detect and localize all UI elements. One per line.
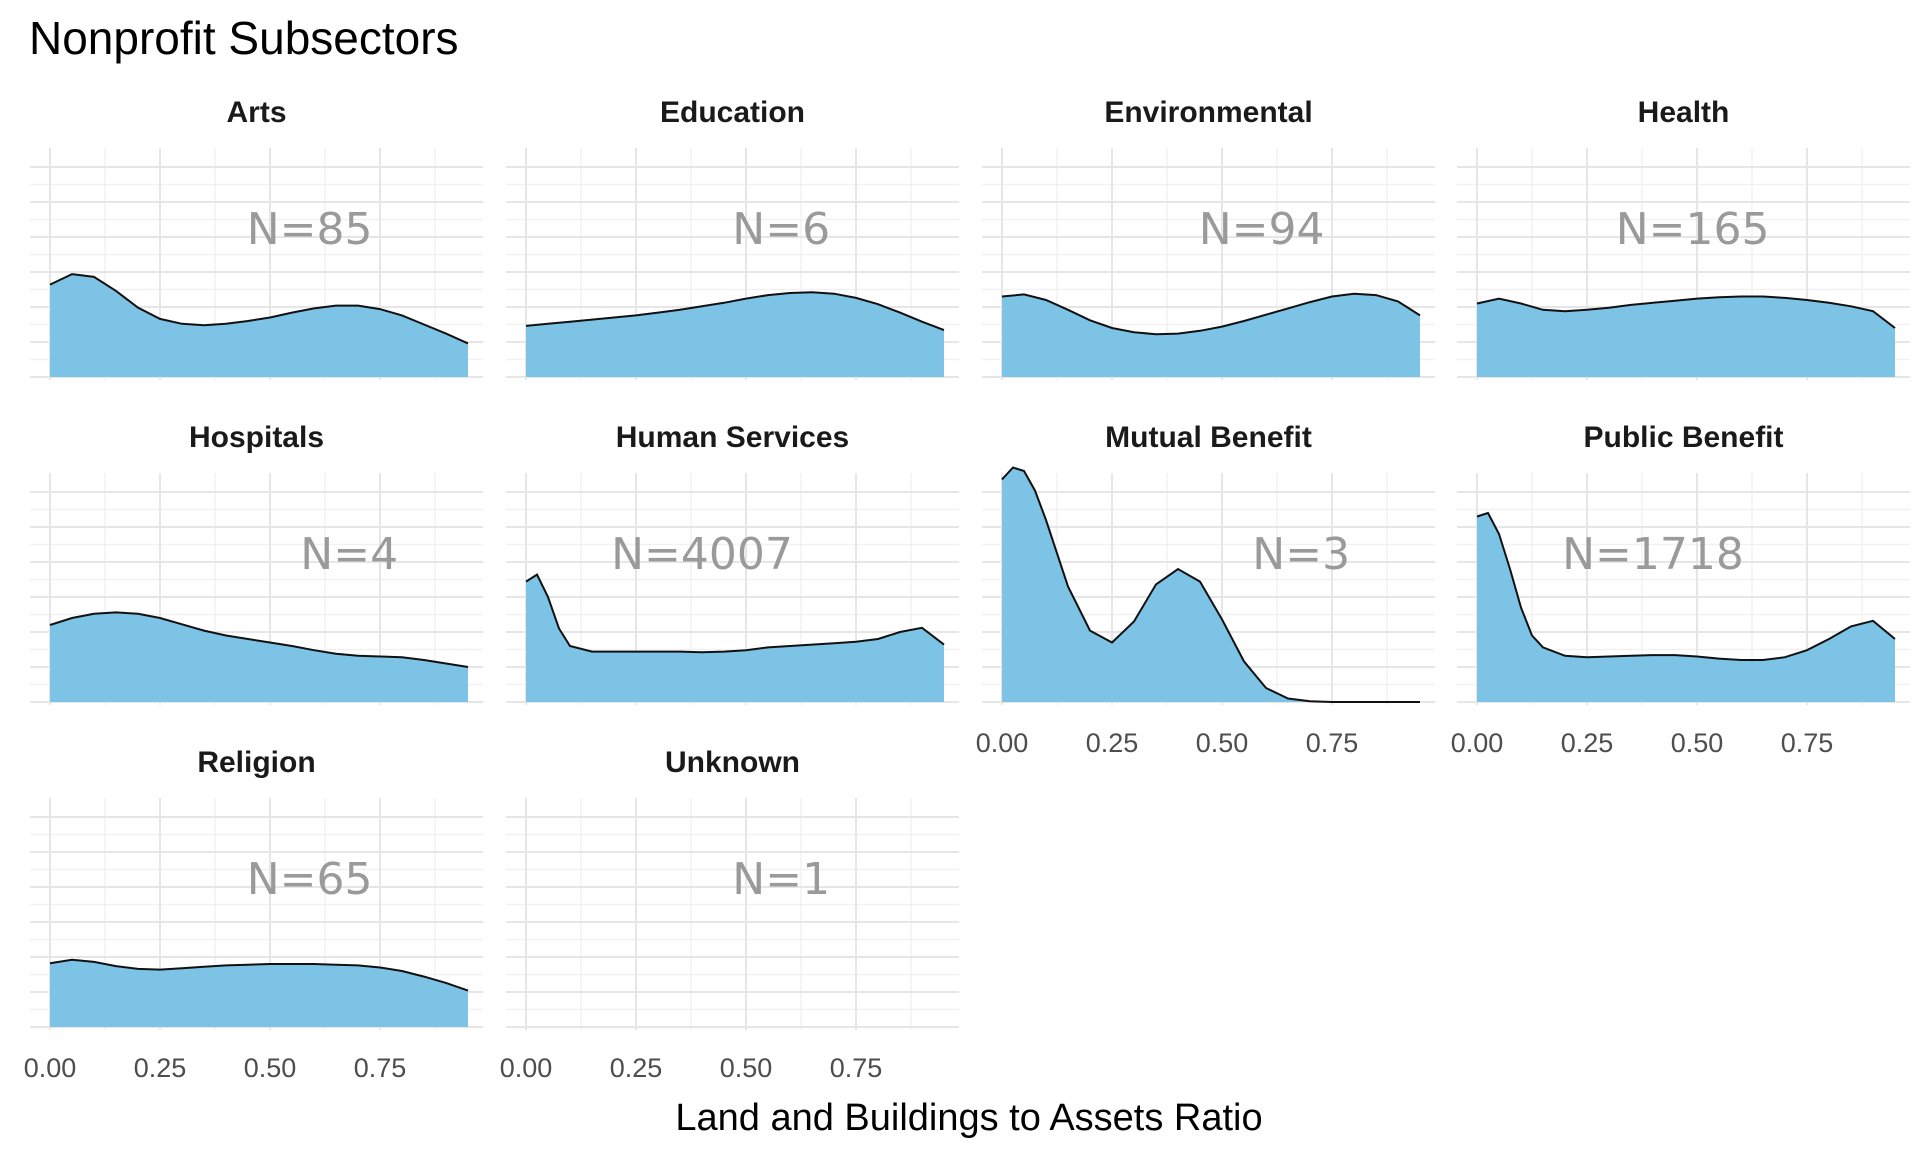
x-tick-label: 0.00 <box>976 728 1029 758</box>
facet-strip-label: Education <box>660 96 805 129</box>
facet-strip-label: Health <box>1638 96 1730 129</box>
sample-size-label: N=65 <box>247 854 373 905</box>
x-tick-label: 0.75 <box>1306 728 1359 758</box>
x-tick-label: 0.75 <box>830 1053 883 1083</box>
density-line <box>1476 511 1896 661</box>
facet-strip-label: Unknown <box>665 746 800 779</box>
x-tick-label: 0.25 <box>134 1053 187 1083</box>
sample-size-label: N=3 <box>1252 529 1350 580</box>
facet-health: Health N=165 <box>1457 96 1910 380</box>
facet-strip-label: Hospitals <box>189 421 324 454</box>
facet-strip-label: Mutual Benefit <box>1105 421 1312 454</box>
x-tick-label: 0.00 <box>24 1053 77 1083</box>
density-area <box>526 292 944 377</box>
facet-strip-label: Religion <box>197 746 315 779</box>
density-line <box>49 958 469 992</box>
facet-religion: Religion N=65 0.00 0.25 0.50 0.75 <box>24 746 483 1083</box>
facet-unknown: Unknown N=1 0.00 0.25 0.50 0.75 <box>500 746 959 1083</box>
x-tick-label: 0.50 <box>720 1053 773 1083</box>
density-area <box>1002 293 1420 377</box>
density-area <box>1002 467 1420 702</box>
facet-strip-label: Public Benefit <box>1583 421 1783 454</box>
density-line <box>525 291 945 332</box>
x-tick-label: 0.75 <box>354 1053 407 1083</box>
sample-size-label: N=4 <box>300 529 398 580</box>
facet-strip-label: Environmental <box>1104 96 1312 129</box>
facet-strip-label: Arts <box>226 96 286 129</box>
facet-public-benefit: Public Benefit N=1718 0.00 0.25 0.50 0.75 <box>1451 421 1910 758</box>
x-tick-label: 0.50 <box>1671 728 1724 758</box>
sample-size-label: N=85 <box>247 204 373 255</box>
density-line <box>49 273 469 345</box>
sample-size-label: N=165 <box>1616 204 1770 255</box>
sample-size-label: N=6 <box>732 204 830 255</box>
density-line <box>525 573 945 654</box>
density-area <box>1477 513 1895 702</box>
facet-strip-label: Human Services <box>616 421 849 454</box>
facet-hospitals: Hospitals N=4 <box>30 421 483 705</box>
sample-size-label: N=94 <box>1199 204 1325 255</box>
sample-size-label: N=4007 <box>611 529 793 580</box>
facet-arts: Arts N=85 <box>30 96 483 380</box>
x-axis-label: Land and Buildings to Assets Ratio <box>675 1097 1262 1139</box>
x-tick-label: 0.00 <box>500 1053 553 1083</box>
facet-human-services: Human Services N=4007 <box>506 421 959 705</box>
chart-title: Nonprofit Subsectors <box>29 12 459 64</box>
density-area <box>526 574 944 702</box>
density-line <box>1001 292 1421 336</box>
density-line <box>1001 466 1420 703</box>
density-line <box>49 611 469 668</box>
facet-mutual-benefit: Mutual Benefit N=3 0.00 0.25 0.50 0.75 <box>976 421 1435 758</box>
x-tick-label: 0.25 <box>610 1053 663 1083</box>
x-tick-label: 0.25 <box>1086 728 1139 758</box>
density-area <box>1477 296 1895 377</box>
x-tick-label: 0.75 <box>1781 728 1834 758</box>
facet-grid: Arts N=85 Education N=6 Environmental N=94 Hea… <box>24 96 1910 1083</box>
x-tick-label: 0.50 <box>1196 728 1249 758</box>
density-area <box>50 274 468 377</box>
x-tick-label: 0.00 <box>1451 728 1504 758</box>
x-tick-label: 0.25 <box>1561 728 1614 758</box>
facet-environmental: Environmental N=94 <box>982 96 1435 380</box>
sample-size-label: N=1 <box>732 854 830 905</box>
sample-size-label: N=1718 <box>1562 529 1744 580</box>
density-line <box>1476 295 1896 329</box>
density-area <box>50 612 468 702</box>
facet-education: Education N=6 <box>506 96 959 380</box>
x-tick-label: 0.50 <box>244 1053 297 1083</box>
density-area <box>50 959 468 1027</box>
